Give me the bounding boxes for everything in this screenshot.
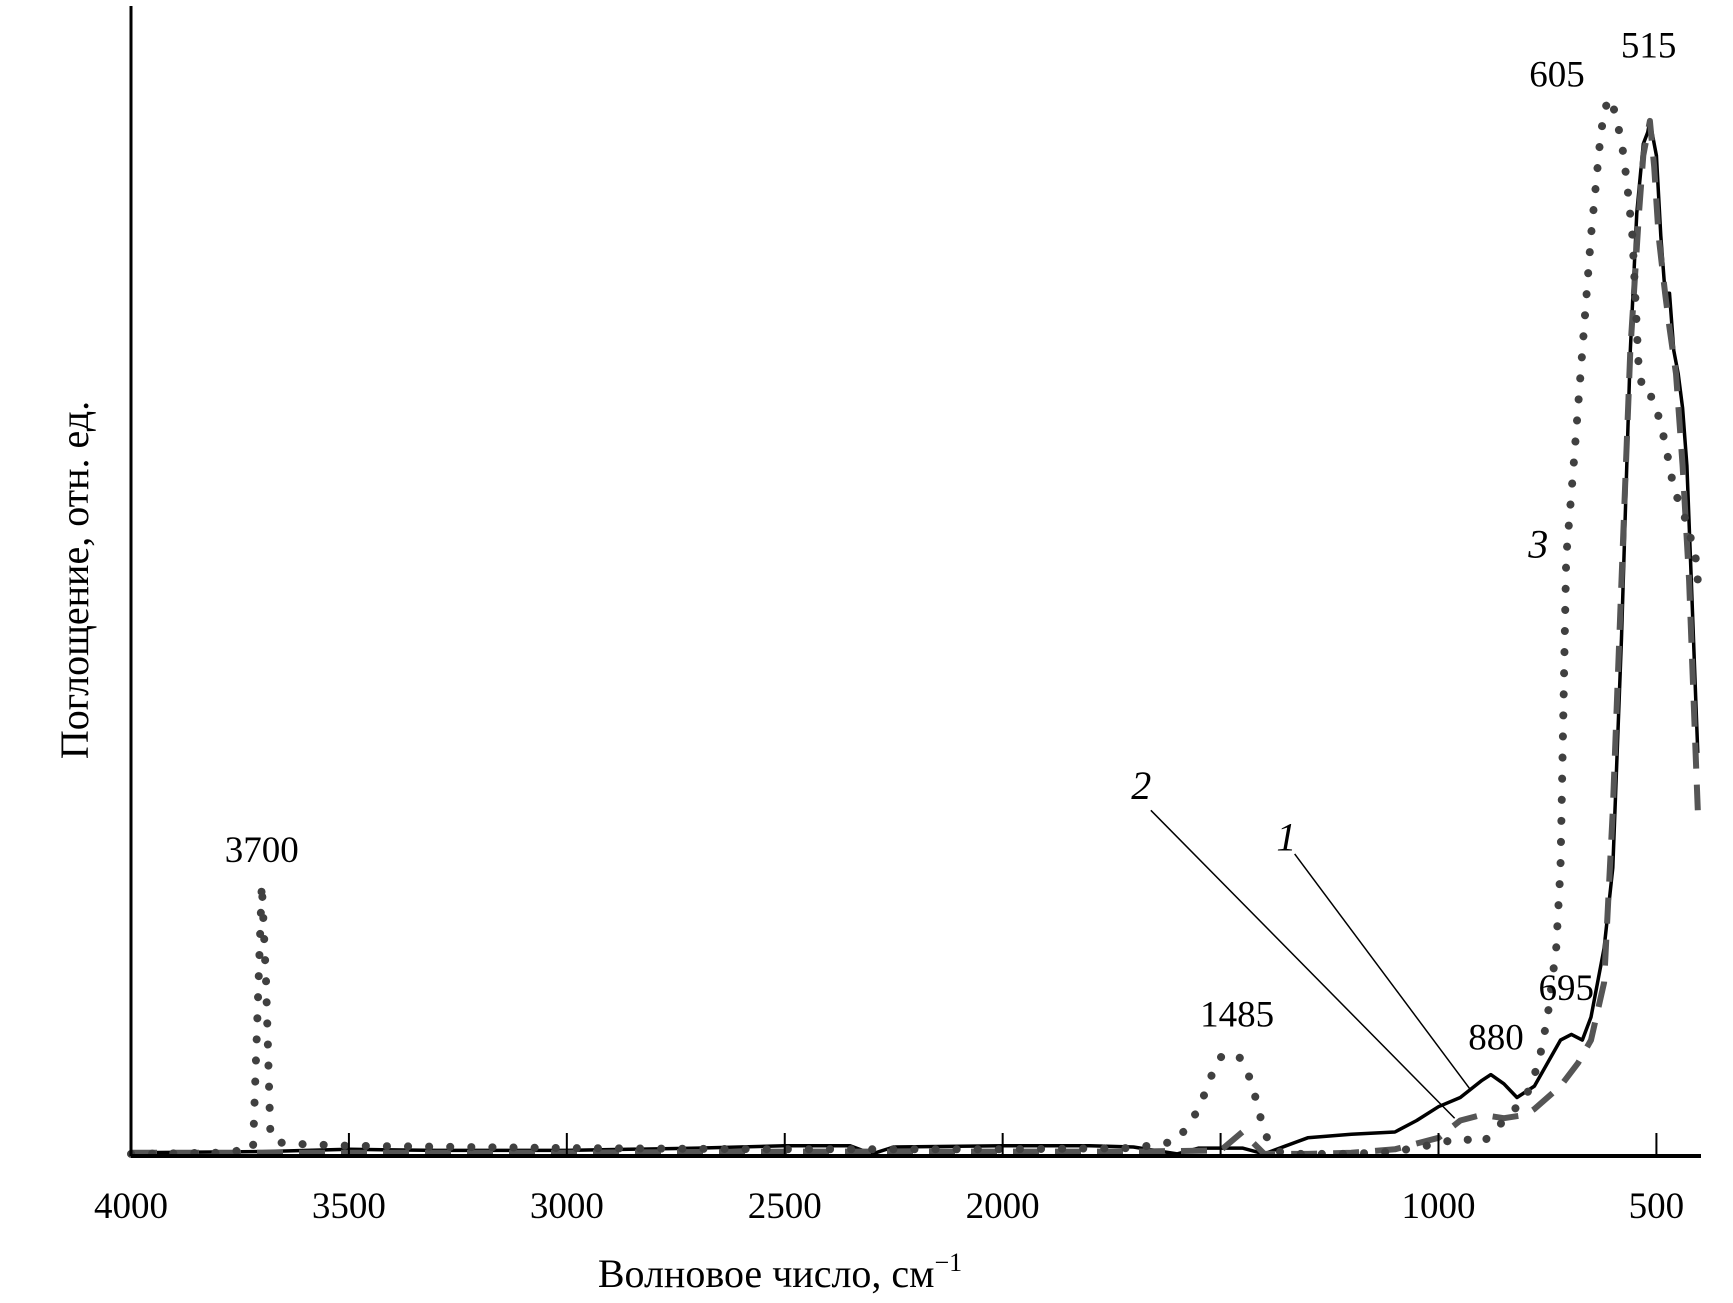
series-layer — [127, 93, 1702, 1158]
curve-2-leader-line — [1150, 809, 1456, 1119]
series-1-line — [130, 119, 1700, 1156]
peak-label-1485: 1485 — [1200, 994, 1274, 1035]
series-3-line — [127, 93, 1702, 1158]
x-axis-label-superscript: −1 — [935, 1248, 963, 1277]
x-axis-label: Волновое число, см−1 — [598, 1248, 962, 1296]
peak-label-605: 605 — [1529, 54, 1585, 95]
peak-label-3700: 3700 — [225, 830, 299, 871]
x-tick-label: 1000 — [1402, 1186, 1476, 1227]
curve-label-2: 2 — [1131, 763, 1151, 808]
x-axis-label-text: Волновое число, см — [598, 1251, 935, 1296]
peak-label-880: 880 — [1468, 1017, 1524, 1058]
series-2-line — [131, 117, 1701, 1157]
x-tick-label: 500 — [1629, 1186, 1685, 1227]
curve-label-3: 3 — [1527, 522, 1548, 567]
x-tick-label: 4000 — [94, 1186, 168, 1227]
y-axis-label: Поглощение, отн. ед. — [52, 401, 97, 759]
x-tick-label: 3000 — [530, 1186, 604, 1227]
x-tick-label: 3500 — [312, 1186, 386, 1227]
peak-label-515: 515 — [1621, 26, 1677, 67]
peak-annotations: 3700 1485 880 695 605 515 1 2 3 — [225, 26, 1677, 1119]
peak-label-695: 695 — [1538, 968, 1594, 1009]
x-tick-label: 2000 — [966, 1186, 1040, 1227]
x-ticks: 4000 3500 3000 2500 2000 1000 500 — [94, 1133, 1684, 1227]
curve-1-leader-line — [1294, 853, 1472, 1092]
x-tick-label: 2500 — [748, 1186, 822, 1227]
curve-label-1: 1 — [1276, 815, 1296, 860]
